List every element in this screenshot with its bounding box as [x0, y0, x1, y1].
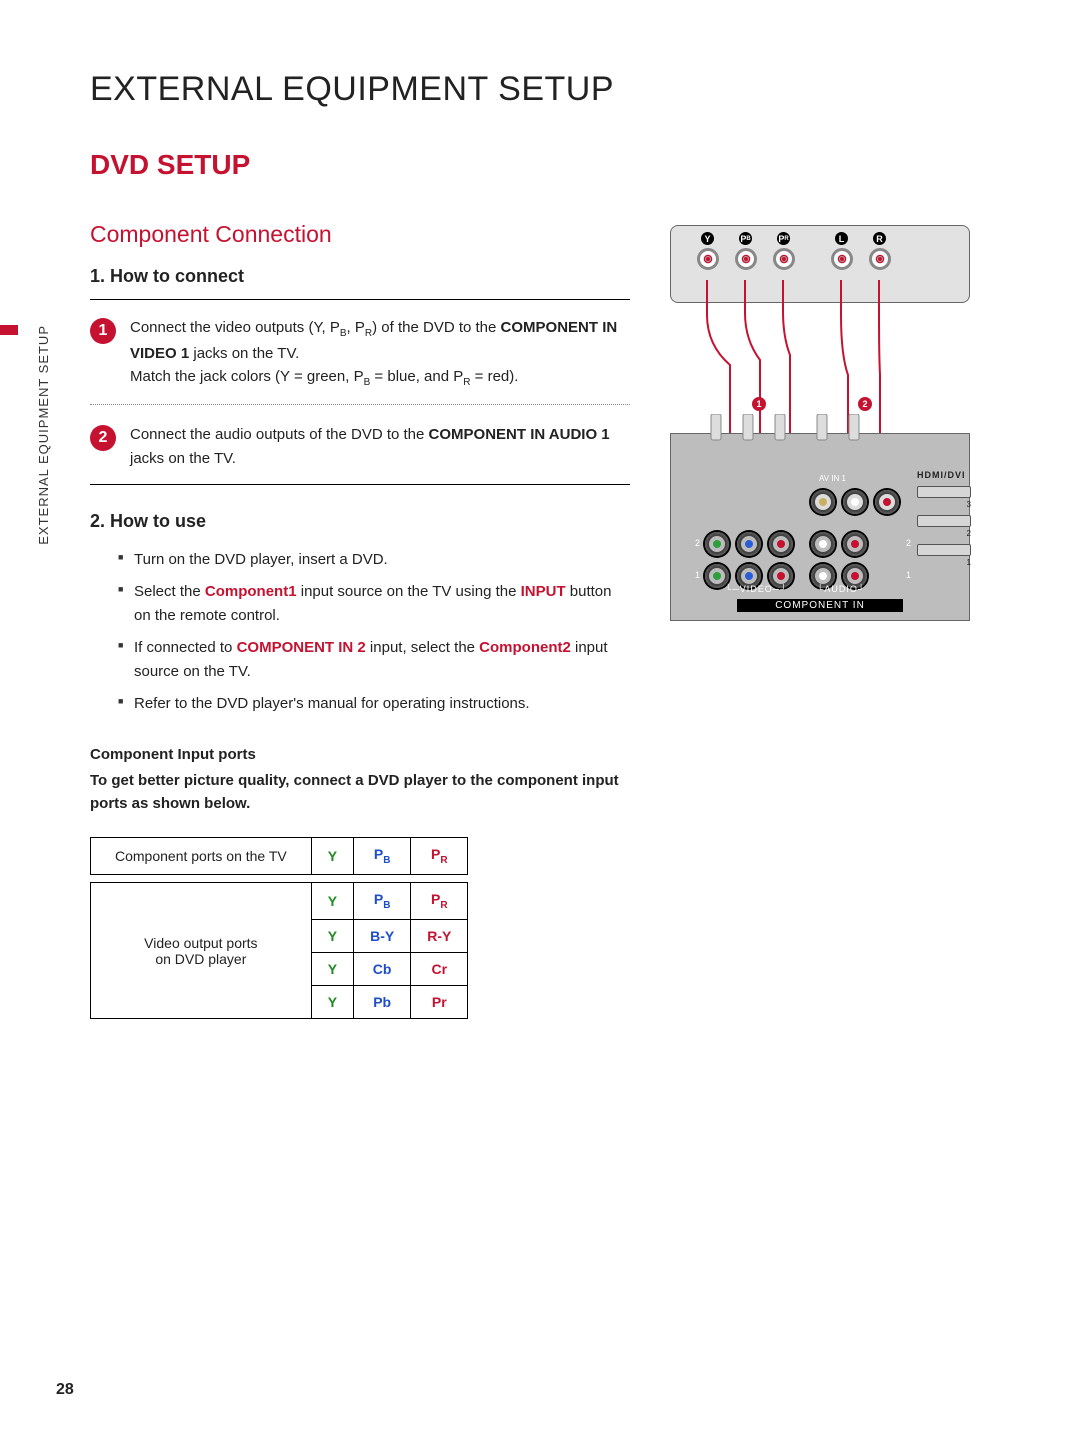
- step-badge-2: 2: [90, 425, 116, 451]
- step-1-text: Connect the video outputs (Y, PB, PR) of…: [130, 316, 630, 390]
- step-1: 1 Connect the video outputs (Y, PB, PR) …: [90, 316, 630, 390]
- table-row-label: Video output portson DVD player: [91, 883, 312, 1019]
- tv-panel: AV IN 1 HDMI/DVI 3 2 1 2: [670, 433, 970, 621]
- list-item: If connected to COMPONENT IN 2 input, se…: [118, 636, 630, 684]
- connection-diagram: Y PB PR L R: [670, 221, 980, 1019]
- list-item: Refer to the DVD player's manual for ope…: [118, 692, 630, 716]
- hdmi-label: HDMI/DVI 3 2 1: [917, 470, 971, 567]
- side-tab-label: EXTERNAL EQUIPMENT SETUP: [36, 325, 51, 545]
- how-to-use-list: Turn on the DVD player, insert a DVD. Se…: [118, 548, 630, 716]
- side-section-tab: EXTERNAL EQUIPMENT SETUP: [0, 325, 64, 645]
- diagram-badge-1: 1: [752, 397, 766, 411]
- table-row-label: Component ports on the TV: [91, 838, 312, 875]
- step-2: 2 Connect the audio outputs of the DVD t…: [90, 423, 630, 470]
- how-to-connect-heading: 1. How to connect: [90, 266, 630, 287]
- step-badge-1: 1: [90, 318, 116, 344]
- diagram-badge-2: 2: [858, 397, 872, 411]
- list-item: Select the Component1 input source on th…: [118, 580, 630, 628]
- dvd-device: Y PB PR L R: [670, 225, 970, 303]
- component-input-ports-heading: Component Input ports: [90, 746, 630, 763]
- panel-label: COMPONENT IN: [737, 599, 903, 612]
- component-input-ports-intro: To get better picture quality, connect a…: [90, 769, 630, 816]
- sub-title: Component Connection: [90, 221, 630, 248]
- component-ports-table: Component ports on the TV Y PB PR Video …: [90, 837, 468, 1019]
- list-item: Turn on the DVD player, insert a DVD.: [118, 548, 630, 572]
- page-title: EXTERNAL EQUIPMENT SETUP: [90, 70, 1020, 109]
- step-2-text: Connect the audio outputs of the DVD to …: [130, 423, 630, 470]
- section-title: DVD SETUP: [90, 149, 1020, 181]
- page-number: 28: [56, 1381, 74, 1399]
- how-to-use-heading: 2. How to use: [90, 511, 630, 532]
